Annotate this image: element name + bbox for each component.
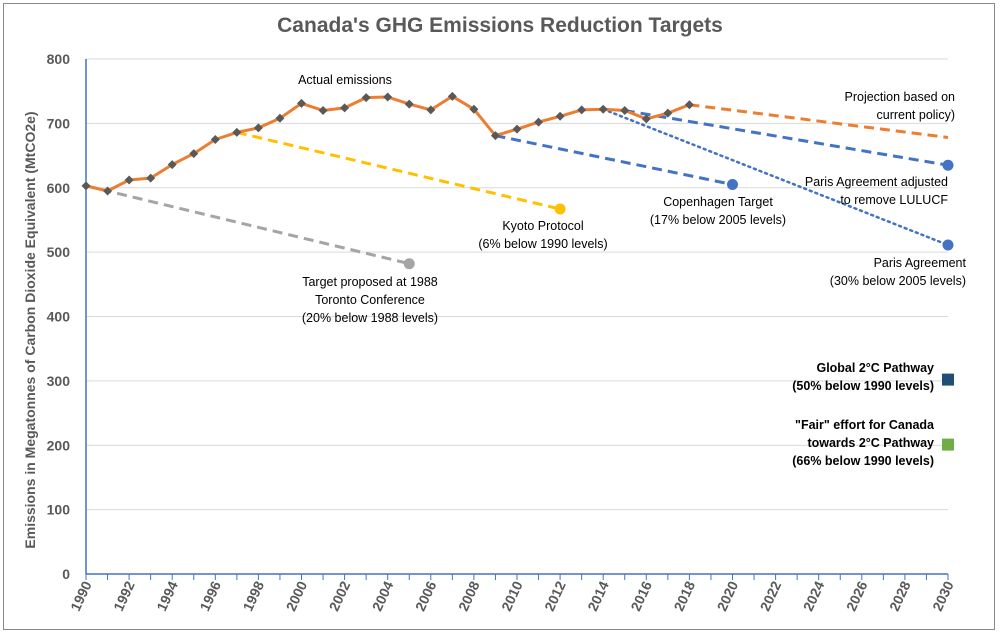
x-tick-label: 1990 — [67, 578, 95, 613]
y-tick-label: 500 — [47, 244, 71, 260]
x-tick-label: 2000 — [283, 578, 311, 613]
annotation-paris-adj: to remove LULUCF — [840, 193, 948, 207]
data-point — [426, 105, 436, 115]
y-tick-label: 100 — [47, 502, 71, 518]
data-point — [189, 149, 199, 159]
pathway-marker — [942, 438, 954, 451]
x-tick-label: 1992 — [110, 578, 138, 613]
data-point — [275, 113, 285, 123]
data-point — [81, 181, 91, 191]
annotation-fair: "Fair" effort for Canada — [795, 418, 935, 432]
x-tick-label: 2020 — [714, 578, 742, 613]
series-line-actual-emissions — [85, 94, 690, 193]
data-point — [577, 105, 587, 115]
target-point — [403, 258, 415, 270]
data-point — [253, 123, 263, 133]
annotation-copenhagen: Copenhagen Target — [663, 195, 773, 209]
data-point — [469, 104, 479, 114]
annotation-projection: current policy) — [877, 108, 956, 122]
data-point — [598, 104, 608, 114]
data-point — [232, 127, 242, 137]
annotation-global: (50% below 1990 levels) — [792, 379, 934, 393]
annotation-toronto: Toronto Conference — [315, 293, 425, 307]
x-tick-label: 2022 — [757, 578, 785, 613]
x-tick-label: 2024 — [800, 578, 828, 613]
annotation-fair: (66% below 1990 levels) — [792, 454, 934, 468]
chart-title: Canada's GHG Emissions Reduction Targets — [277, 14, 723, 37]
data-point — [124, 175, 134, 185]
data-point — [534, 117, 544, 127]
data-point — [383, 92, 393, 102]
data-point — [297, 98, 306, 108]
x-tick-label: 2002 — [326, 578, 354, 613]
x-tick-label: 2026 — [843, 578, 871, 613]
x-tick-label: 2006 — [412, 578, 440, 613]
data-point — [512, 124, 522, 134]
data-point — [490, 131, 500, 141]
data-point — [210, 134, 220, 144]
data-point — [620, 106, 630, 115]
annotation-kyoto: Kyoto Protocol — [502, 219, 583, 233]
y-tick-label: 200 — [47, 437, 71, 453]
data-point — [684, 100, 694, 110]
target-point — [942, 239, 954, 251]
data-point — [103, 186, 113, 196]
target-point — [727, 179, 738, 191]
annotation-global: Global 2°C Pathway — [816, 361, 934, 375]
x-tick-label: 1998 — [239, 578, 267, 613]
x-tick-label: 2018 — [670, 578, 698, 613]
series-line-kyoto-protocol — [236, 130, 561, 211]
y-tick-label: 400 — [47, 309, 71, 325]
annotation-copenhagen: (17% below 2005 levels) — [650, 213, 786, 227]
series-line-copenhagen-target — [495, 134, 733, 186]
target-point — [554, 203, 566, 215]
annotation-toronto: Target proposed at 1988 — [302, 275, 438, 289]
data-point — [447, 91, 457, 101]
x-tick-label: 2030 — [929, 578, 957, 613]
x-tick-label: 1996 — [196, 578, 224, 613]
x-tick-label: 2004 — [369, 578, 397, 613]
data-point — [641, 114, 651, 124]
data-point — [167, 160, 177, 170]
x-tick-label: 2012 — [541, 578, 569, 613]
annotation-fair: towards 2°C Pathway — [807, 436, 934, 450]
annotation-toronto: (20% below 1988 levels) — [302, 311, 438, 325]
annotation-paris: Paris Agreement — [874, 256, 967, 270]
series-line-target-proposed-at-1988-toronto-conference — [85, 184, 410, 266]
series-line-projection-based-on-current-policy — [689, 103, 949, 139]
y-tick-label: 300 — [47, 373, 71, 389]
y-tick-label: 600 — [47, 180, 71, 196]
annotation-actual: Actual emissions — [298, 73, 392, 87]
data-point — [318, 106, 328, 115]
annotation-paris: (30% below 2005 levels) — [830, 274, 966, 288]
x-tick-label: 2008 — [455, 578, 483, 613]
data-point — [663, 108, 673, 118]
annotation-projection: Projection based on — [845, 90, 956, 104]
data-point — [340, 103, 350, 113]
x-tick-label: 2016 — [627, 578, 655, 613]
annotation-paris-adj: Paris Agreement adjusted — [805, 175, 948, 189]
pathway-marker — [942, 373, 954, 386]
target-point — [942, 159, 954, 171]
data-point — [404, 99, 414, 109]
x-tick-label: 2028 — [886, 578, 914, 613]
x-tick-label: 2014 — [584, 578, 612, 613]
y-tick-label: 0 — [62, 566, 70, 582]
y-tick-label: 800 — [47, 51, 71, 67]
data-point — [361, 93, 371, 103]
series-line-paris-agreement — [601, 107, 950, 247]
annotation-kyoto: (6% below 1990 levels) — [478, 237, 607, 251]
x-tick-label: 2010 — [498, 578, 526, 613]
y-tick-label: 700 — [47, 115, 71, 131]
data-point — [555, 111, 565, 121]
series-line-paris-agreement-adjusted-to-remove-lulucf — [624, 109, 949, 167]
data-point — [146, 173, 156, 183]
x-tick-label: 1994 — [153, 578, 181, 613]
